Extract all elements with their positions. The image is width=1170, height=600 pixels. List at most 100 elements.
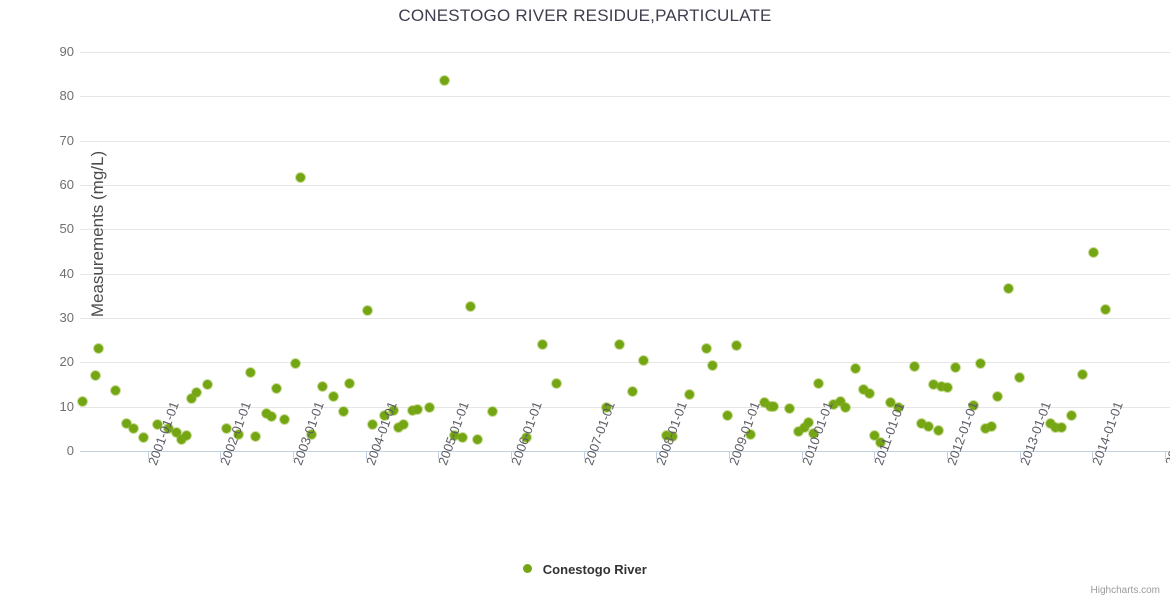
data-point[interactable]: [829, 399, 839, 409]
data-point[interactable]: [412, 404, 422, 414]
data-point[interactable]: [808, 428, 818, 438]
data-point[interactable]: [943, 382, 953, 392]
data-point[interactable]: [701, 343, 711, 353]
data-point[interactable]: [153, 419, 163, 429]
data-point[interactable]: [138, 433, 148, 443]
data-point[interactable]: [639, 356, 649, 366]
data-point[interactable]: [1067, 411, 1077, 421]
data-point[interactable]: [760, 397, 770, 407]
data-point[interactable]: [307, 429, 317, 439]
data-point[interactable]: [746, 430, 756, 440]
data-point[interactable]: [203, 379, 213, 389]
data-point[interactable]: [1045, 419, 1055, 429]
data-point[interactable]: [685, 390, 695, 400]
data-point[interactable]: [457, 432, 467, 442]
data-point[interactable]: [279, 414, 289, 424]
data-point[interactable]: [615, 340, 625, 350]
data-point[interactable]: [928, 380, 938, 389]
data-point[interactable]: [1004, 284, 1014, 294]
data-point[interactable]: [1077, 369, 1087, 379]
data-point[interactable]: [785, 403, 795, 413]
data-point[interactable]: [708, 360, 718, 370]
data-point[interactable]: [937, 382, 947, 392]
data-point[interactable]: [722, 411, 732, 421]
data-point[interactable]: [731, 341, 741, 351]
data-point[interactable]: [668, 431, 678, 441]
data-point[interactable]: [627, 387, 637, 397]
data-point[interactable]: [91, 371, 101, 381]
data-point[interactable]: [440, 76, 450, 86]
data-point[interactable]: [975, 359, 985, 369]
data-point[interactable]: [181, 431, 191, 441]
data-point[interactable]: [813, 378, 823, 388]
data-point[interactable]: [398, 419, 408, 429]
data-point[interactable]: [951, 363, 961, 373]
data-point[interactable]: [338, 406, 348, 416]
data-point[interactable]: [893, 403, 903, 413]
data-point[interactable]: [835, 397, 845, 407]
data-point[interactable]: [1051, 423, 1061, 433]
data-point[interactable]: [251, 432, 261, 442]
data-point[interactable]: [233, 430, 243, 440]
data-point[interactable]: [172, 427, 182, 437]
data-point[interactable]: [379, 411, 389, 421]
data-point[interactable]: [794, 426, 804, 436]
data-point[interactable]: [986, 421, 996, 431]
data-point[interactable]: [980, 424, 990, 434]
data-point[interactable]: [885, 397, 895, 407]
data-point[interactable]: [368, 419, 378, 429]
data-point[interactable]: [1089, 248, 1099, 258]
data-point[interactable]: [1100, 304, 1110, 314]
data-point[interactable]: [1056, 422, 1066, 432]
data-point[interactable]: [876, 438, 886, 448]
data-point[interactable]: [186, 393, 196, 403]
data-point[interactable]: [472, 434, 482, 444]
data-point[interactable]: [522, 432, 532, 442]
data-point[interactable]: [329, 392, 339, 402]
data-point[interactable]: [538, 340, 548, 350]
data-point[interactable]: [363, 305, 373, 315]
data-point[interactable]: [221, 424, 231, 434]
data-point[interactable]: [870, 430, 880, 440]
data-point[interactable]: [799, 423, 809, 432]
data-point[interactable]: [388, 405, 398, 415]
data-point[interactable]: [295, 172, 305, 182]
data-point[interactable]: [450, 431, 460, 441]
data-point[interactable]: [407, 405, 417, 415]
data-point[interactable]: [266, 411, 276, 421]
data-point[interactable]: [850, 364, 860, 374]
data-point[interactable]: [94, 343, 104, 353]
data-point[interactable]: [425, 403, 435, 413]
data-point[interactable]: [318, 382, 328, 392]
data-point[interactable]: [393, 422, 403, 432]
data-point[interactable]: [192, 387, 202, 397]
data-point[interactable]: [487, 406, 497, 416]
data-point[interactable]: [271, 384, 281, 394]
data-point[interactable]: [111, 386, 121, 396]
data-point[interactable]: [910, 361, 920, 371]
data-point[interactable]: [602, 403, 612, 413]
data-point[interactable]: [552, 379, 562, 389]
data-point[interactable]: [916, 419, 926, 428]
data-point[interactable]: [1015, 372, 1025, 382]
highcharts-credits[interactable]: Highcharts.com: [1090, 585, 1160, 596]
data-point[interactable]: [78, 397, 88, 407]
data-point[interactable]: [128, 424, 138, 434]
data-point[interactable]: [993, 391, 1003, 401]
data-point[interactable]: [661, 430, 671, 440]
data-point[interactable]: [177, 434, 187, 444]
data-point[interactable]: [923, 422, 933, 432]
data-point[interactable]: [345, 379, 355, 389]
data-point[interactable]: [933, 426, 943, 436]
data-point[interactable]: [122, 419, 131, 429]
data-point[interactable]: [841, 403, 851, 413]
data-point[interactable]: [261, 409, 271, 419]
data-point[interactable]: [969, 400, 979, 410]
data-point[interactable]: [864, 388, 874, 398]
data-point[interactable]: [164, 424, 174, 434]
data-point[interactable]: [465, 302, 475, 312]
data-point[interactable]: [245, 368, 255, 378]
data-point[interactable]: [858, 385, 868, 395]
legend-item-conestogo-river[interactable]: Conestogo River: [523, 561, 647, 577]
data-point[interactable]: [804, 417, 814, 427]
